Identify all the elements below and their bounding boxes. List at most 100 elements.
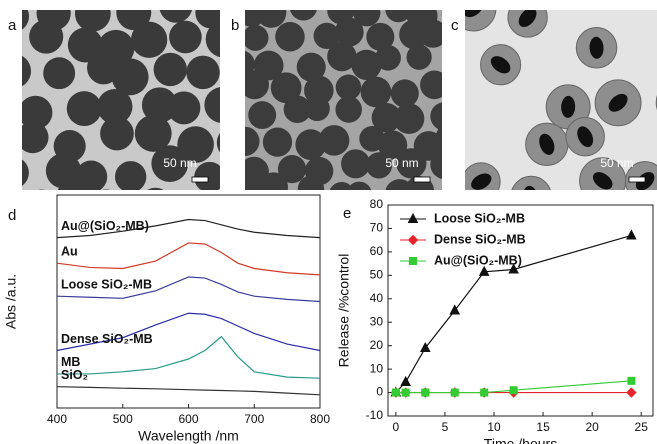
y-tick-label: 20 <box>370 338 384 352</box>
particle <box>375 45 401 71</box>
y-tick-label: 80 <box>370 197 384 211</box>
particle <box>216 132 220 153</box>
particle <box>153 52 187 87</box>
marker <box>478 265 490 276</box>
series-line <box>56 218 321 239</box>
particle <box>329 182 354 190</box>
particle <box>279 201 304 226</box>
particle <box>270 72 302 104</box>
scale-bar <box>628 176 646 183</box>
particle <box>141 87 178 123</box>
y-tick-label: 40 <box>370 291 384 305</box>
particle <box>402 199 431 228</box>
x-axis-label: Wavelength /nm <box>138 428 239 444</box>
tem-image: 50 nm <box>465 10 657 265</box>
panel-label: d <box>8 207 16 224</box>
particle <box>169 20 202 54</box>
particle-core <box>577 126 594 148</box>
particle <box>74 10 111 32</box>
scale-bar <box>191 176 209 183</box>
particle <box>22 10 30 30</box>
particle <box>295 129 327 161</box>
x-tick-label: 0 <box>393 420 400 434</box>
particle-core <box>592 172 613 190</box>
particle <box>204 87 220 123</box>
particle <box>511 175 551 190</box>
particle <box>45 153 82 189</box>
particle <box>22 55 32 87</box>
marker <box>480 388 489 397</box>
particle <box>245 70 269 100</box>
marker <box>627 376 636 385</box>
particle <box>313 22 340 50</box>
x-tick-label: 800 <box>310 412 330 426</box>
particle <box>97 89 133 125</box>
particle <box>441 12 442 17</box>
marker <box>626 387 637 398</box>
y-tick-label: 50 <box>370 268 384 282</box>
particle <box>67 27 103 63</box>
particle <box>643 222 657 265</box>
particle-core <box>465 10 484 18</box>
particle <box>351 49 382 81</box>
marker <box>626 229 637 240</box>
particle <box>385 10 412 23</box>
particle-core <box>569 227 594 253</box>
particle-core <box>471 173 492 190</box>
series-line <box>57 335 321 379</box>
particle <box>296 52 326 82</box>
scale-bar <box>413 176 431 183</box>
legend-marker <box>407 212 419 223</box>
particle <box>248 101 277 130</box>
x-tick-label: 25 <box>635 420 649 434</box>
particle <box>245 24 269 51</box>
particle <box>335 74 362 101</box>
legend-marker <box>407 234 419 246</box>
series-line <box>56 242 321 276</box>
x-tick-label: 600 <box>178 412 198 426</box>
particle <box>353 10 381 27</box>
particle <box>307 201 335 229</box>
particle <box>393 103 425 134</box>
marker <box>509 386 518 395</box>
panel-label: e <box>343 205 351 222</box>
series-line <box>56 386 321 396</box>
curve-label: Au@(SiO₂-MB) <box>61 219 149 233</box>
legend-label: Au@(SiO₂-MB) <box>434 253 522 267</box>
particle <box>256 10 287 28</box>
y-tick-label: 10 <box>370 361 384 375</box>
tem-image: 50 nm <box>245 10 442 236</box>
particle <box>420 70 442 100</box>
series-line <box>56 312 321 352</box>
marker <box>421 388 430 397</box>
particle <box>327 41 357 72</box>
marker <box>391 388 400 397</box>
particle <box>151 145 189 182</box>
particle <box>38 189 46 190</box>
y-tick-label: 0 <box>376 385 383 399</box>
particle <box>297 175 325 190</box>
particle <box>147 187 164 190</box>
curve-label: MB <box>61 355 80 369</box>
particle <box>371 102 402 133</box>
panel-label: b <box>231 17 239 34</box>
particle <box>378 130 408 160</box>
y-tick-label: -10 <box>366 408 384 422</box>
curve-label: Au <box>61 244 78 258</box>
particle <box>159 10 192 23</box>
particle <box>360 76 392 108</box>
scale-bar-label: 50 nm <box>163 156 196 170</box>
x-tick-label: 15 <box>536 420 550 434</box>
particle <box>250 207 279 236</box>
curve-label: Loose SiO₂-MB <box>61 277 152 291</box>
particle <box>130 21 168 58</box>
marker <box>400 375 411 387</box>
marker <box>419 341 431 353</box>
particle <box>29 19 64 54</box>
panel-label: a <box>8 17 17 34</box>
particle-core <box>589 36 604 59</box>
y-axis-label: Abs /a.u. <box>3 274 19 329</box>
y-axis-label: Release /%control <box>336 254 352 368</box>
curve-label: Dense SiO₂-MB <box>61 332 153 346</box>
